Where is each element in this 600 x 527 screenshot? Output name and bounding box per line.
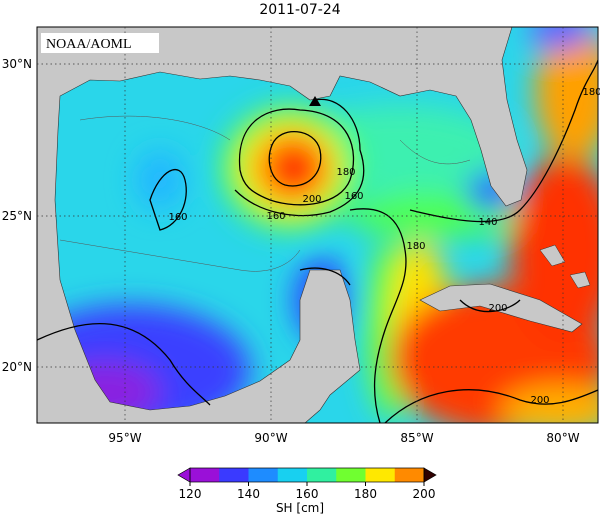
- contour-label: 160: [266, 211, 285, 222]
- contour-label: 180: [582, 87, 600, 98]
- graticule: [37, 27, 598, 423]
- colorbar-high-arrow: [423, 467, 437, 483]
- colorbar-tick-label: 180: [354, 487, 377, 501]
- colorbar-segment: [277, 468, 308, 482]
- colorbar-segment: [219, 468, 249, 482]
- contour-label: 160: [344, 191, 363, 202]
- colorbar-segment: [190, 468, 220, 482]
- contour-label: 200: [530, 395, 549, 406]
- contour-label: 180: [406, 241, 425, 252]
- contour-label: 200: [302, 194, 321, 205]
- contour-label: 140: [478, 217, 497, 228]
- lat-label: 25°N: [2, 209, 32, 223]
- colorbar-tick-label: 120: [179, 487, 202, 501]
- colorbar-segment: [365, 468, 396, 482]
- colorbar-label: SH [cm]: [276, 501, 324, 515]
- lon-label: 95°W: [108, 431, 141, 445]
- lon-label: 80°W: [546, 431, 579, 445]
- credit-box: [41, 33, 159, 53]
- lat-label: 20°N: [2, 360, 32, 374]
- colorbar-tick-label: 140: [237, 487, 260, 501]
- colorbar-tick-label: 160: [296, 487, 319, 501]
- colorbar-segment: [248, 468, 279, 482]
- colorbar-segment: [307, 468, 337, 482]
- lat-label: 30°N: [2, 57, 32, 71]
- colorbar-segment: [394, 468, 425, 482]
- credit: NOAA/AOML: [46, 37, 132, 52]
- colorbar-tick-label: 200: [413, 487, 436, 501]
- title: 2011-07-24: [259, 2, 340, 18]
- sea-height-field: [37, 27, 598, 423]
- lon-label: 85°W: [400, 431, 433, 445]
- contour-label: 200: [488, 303, 507, 314]
- lon-label: 90°W: [254, 431, 287, 445]
- contour-label: 160: [168, 212, 187, 223]
- colorbar-low-arrow: [177, 467, 191, 483]
- colorbar-segment: [336, 468, 366, 482]
- contour-label: 180: [336, 167, 355, 178]
